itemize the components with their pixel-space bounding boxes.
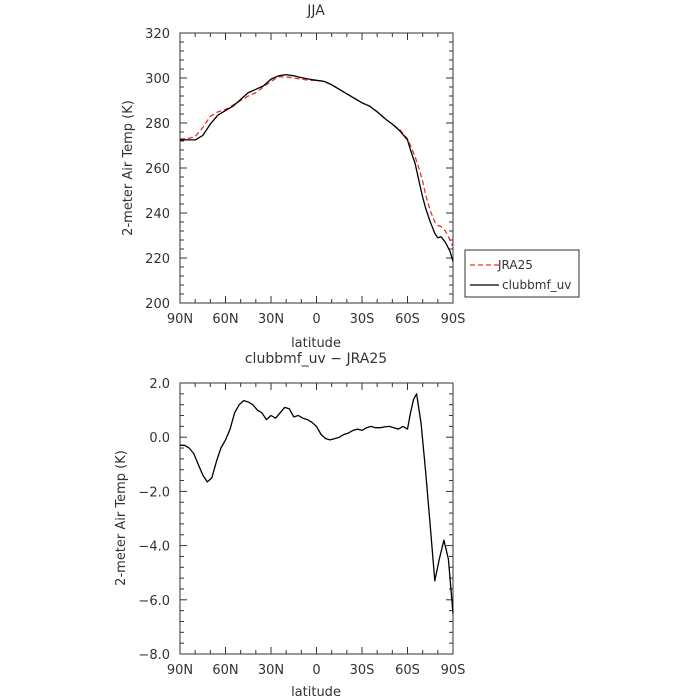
bottom-x-axis-label: latitude (291, 685, 341, 700)
top-axis-ticks: 90N 60N 30N 0 30S 60S 90S 200 220 240 260 280 300 320 (145, 27, 465, 327)
y-tick-label: −2.0 (138, 485, 170, 500)
y-tick-label: 200 (145, 297, 170, 312)
series-line-jra25 (180, 76, 454, 248)
x-tick-label: 60S (395, 663, 420, 678)
y-tick-label: 300 (145, 72, 170, 87)
bottom-y-axis-label: 2-meter Air Temp (K) (114, 450, 129, 586)
bottom-plot-frame (179, 382, 454, 655)
x-tick-label: 30N (258, 663, 284, 678)
bottom-chart-title: clubbmf_uv − JRA25 (245, 351, 387, 367)
x-tick-label: 0 (312, 312, 320, 327)
legend-label-clubbmf-uv: clubbmf_uv (502, 278, 571, 292)
y-tick-label: 280 (145, 117, 170, 132)
y-tick-label: 260 (145, 162, 170, 177)
top-y-axis-label: 2-meter Air Temp (K) (121, 100, 136, 236)
y-tick-label: −8.0 (138, 648, 170, 663)
y-tick-label: −6.0 (138, 594, 170, 609)
top-plot-frame (179, 32, 454, 304)
y-tick-label: 220 (145, 252, 170, 267)
legend-box (464, 249, 580, 298)
x-tick-label: 60N (212, 312, 238, 327)
x-tick-label: 60N (212, 663, 238, 678)
y-tick-label: 320 (145, 27, 170, 42)
series-line-clubbmf-uv (180, 73, 454, 262)
y-tick-label: −4.0 (138, 540, 170, 555)
x-tick-label: 90N (167, 312, 193, 327)
x-tick-label: 90S (441, 663, 466, 678)
y-tick-label: 240 (145, 207, 170, 222)
y-tick-label: 2.0 (149, 377, 170, 392)
x-tick-label: 30S (350, 312, 375, 327)
bottom-axis-ticks: 90N 60N 30N 0 30S 60S 90S −8.0 −6.0 −4.0 −2.0 0.0 2.… (138, 377, 465, 678)
y-tick-label: 0.0 (149, 431, 170, 446)
x-tick-label: 30N (258, 312, 284, 327)
top-panel: JJA 90N 60N 30N 0 30S 60S 90S 200 220 240 260 280 30… (121, 3, 580, 351)
series-line-difference (180, 393, 454, 614)
x-tick-label: 90S (441, 312, 466, 327)
x-tick-label: 90N (167, 663, 193, 678)
legend-label-jra25: JRA25 (497, 258, 533, 272)
bottom-series-group (180, 393, 454, 614)
x-tick-label: 30S (350, 663, 375, 678)
bottom-panel: clubbmf_uv − JRA25 90N 60N 30N 0 30S 60S 90S −8… (114, 351, 465, 700)
top-series-group (180, 73, 454, 262)
top-x-axis-label: latitude (291, 336, 341, 351)
x-tick-label: 60S (395, 312, 420, 327)
x-tick-label: 0 (312, 663, 320, 678)
legend: JRA25 clubbmf_uv (464, 249, 580, 298)
top-chart-title: JJA (306, 3, 325, 19)
